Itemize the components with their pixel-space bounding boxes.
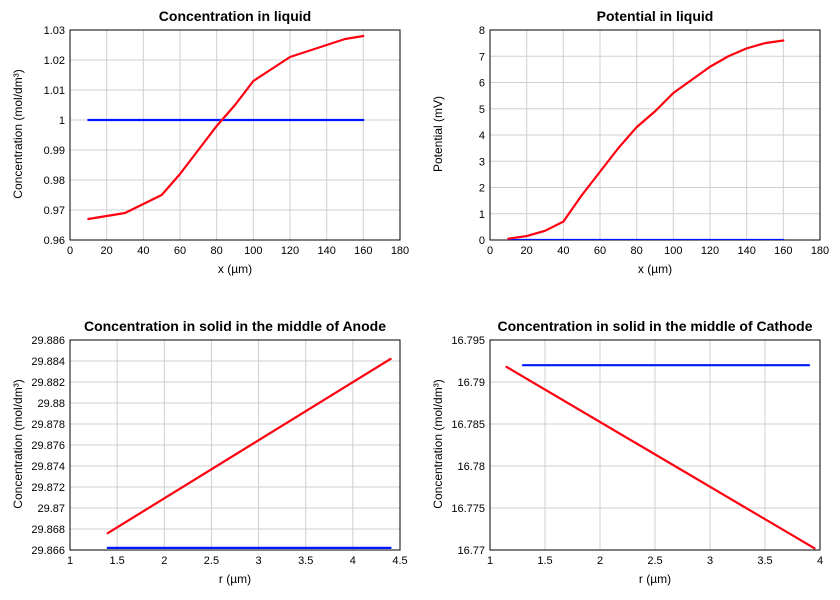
- y-tick-label: 29.874: [31, 461, 65, 473]
- y-tick-label: 29.876: [31, 440, 65, 452]
- x-tick-label: 120: [281, 245, 299, 257]
- x-tick-label: 40: [137, 245, 149, 257]
- x-tick-label: 180: [391, 245, 409, 257]
- x-tick-label: 40: [557, 245, 569, 257]
- y-tick-label: 16.79: [457, 377, 485, 389]
- x-tick-label: 2: [597, 555, 603, 567]
- y-tick-label: 29.866: [31, 545, 65, 557]
- y-tick-label: 7: [479, 51, 485, 63]
- x-tick-label: 1.5: [537, 555, 552, 567]
- plot-area: 020406080100120140160180012345678: [490, 30, 820, 240]
- y-axis-label: Concentration (mol/dm³): [11, 339, 25, 549]
- y-tick-label: 3: [479, 156, 485, 168]
- y-tick-label: 8: [479, 25, 485, 37]
- x-tick-label: 4: [817, 555, 823, 567]
- panel-title: Potential in liquid: [490, 8, 820, 24]
- y-tick-label: 29.87: [37, 503, 65, 515]
- y-axis-label: Concentration (mol/dm³): [11, 29, 25, 239]
- y-tick-label: 16.78: [457, 461, 485, 473]
- y-tick-label: 16.775: [451, 503, 485, 515]
- plot-area: 11.522.533.544.529.86629.86829.8729.8722…: [70, 340, 400, 550]
- y-tick-label: 29.886: [31, 335, 65, 347]
- x-tick-label: 60: [594, 245, 606, 257]
- y-tick-label: 16.795: [451, 335, 485, 347]
- panel-tl: Concentration in liquidx (µm)Concentrati…: [70, 30, 400, 240]
- x-axis-label: r (µm): [70, 572, 400, 586]
- x-tick-label: 3.5: [757, 555, 772, 567]
- x-tick-label: 100: [664, 245, 682, 257]
- y-axis-label: Potential (mV): [431, 29, 445, 239]
- x-tick-label: 2.5: [204, 555, 219, 567]
- series-red: [108, 359, 391, 533]
- x-tick-label: 20: [101, 245, 113, 257]
- panel-title: Concentration in liquid: [70, 8, 400, 24]
- plot-area: 11.522.533.5416.7716.77516.7816.78516.79…: [490, 340, 820, 550]
- x-tick-label: 0: [67, 245, 73, 257]
- y-tick-label: 1: [59, 115, 65, 127]
- x-tick-label: 20: [521, 245, 533, 257]
- x-tick-label: 160: [354, 245, 372, 257]
- x-tick-label: 180: [811, 245, 829, 257]
- y-tick-label: 0.98: [44, 175, 65, 187]
- x-tick-label: 1: [487, 555, 493, 567]
- x-tick-label: 80: [631, 245, 643, 257]
- series-red: [508, 41, 783, 239]
- panel-br: Concentration in solid in the middle of …: [490, 340, 820, 550]
- y-tick-label: 1.01: [44, 85, 65, 97]
- y-tick-label: 0: [479, 235, 485, 247]
- plot-area: 0204060801001201401601800.960.970.980.99…: [70, 30, 400, 240]
- x-tick-label: 1.5: [109, 555, 124, 567]
- y-tick-label: 16.785: [451, 419, 485, 431]
- x-tick-label: 120: [701, 245, 719, 257]
- x-tick-label: 160: [774, 245, 792, 257]
- y-tick-label: 29.878: [31, 419, 65, 431]
- x-axis-label: r (µm): [490, 572, 820, 586]
- y-tick-label: 29.882: [31, 377, 65, 389]
- x-tick-label: 140: [317, 245, 335, 257]
- y-tick-label: 0.97: [44, 205, 65, 217]
- panel-title: Concentration in solid in the middle of …: [70, 318, 400, 334]
- y-tick-label: 1.02: [44, 55, 65, 67]
- x-tick-label: 100: [244, 245, 262, 257]
- y-tick-label: 0.96: [44, 235, 65, 247]
- x-tick-label: 3.5: [298, 555, 313, 567]
- x-tick-label: 2: [161, 555, 167, 567]
- chart-grid: Concentration in liquid x (µm) Concentrati…: [0, 0, 840, 600]
- x-axis-label: x (µm): [490, 262, 820, 276]
- x-axis-label: x (µm): [70, 262, 400, 276]
- y-tick-label: 29.872: [31, 482, 65, 494]
- series-red: [507, 367, 815, 548]
- x-tick-label: 4: [350, 555, 356, 567]
- x-tick-label: 3: [707, 555, 713, 567]
- y-tick-label: 29.88: [37, 398, 65, 410]
- y-tick-label: 1: [479, 209, 485, 221]
- x-tick-label: 1: [67, 555, 73, 567]
- x-tick-label: 140: [737, 245, 755, 257]
- y-tick-label: 29.868: [31, 524, 65, 536]
- y-tick-label: 4: [479, 130, 485, 142]
- y-axis-label: Concentration (mol/dm³): [431, 339, 445, 549]
- y-tick-label: 29.884: [31, 356, 65, 368]
- x-tick-label: 60: [174, 245, 186, 257]
- panel-title: Concentration in solid in the middle of …: [490, 318, 820, 334]
- x-tick-label: 2.5: [647, 555, 662, 567]
- panel-tr: Potential in liquidx (µm)Potential (mV)0…: [490, 30, 820, 240]
- y-tick-label: 2: [479, 183, 485, 195]
- x-tick-label: 80: [211, 245, 223, 257]
- y-tick-label: 16.77: [457, 545, 485, 557]
- x-tick-label: 0: [487, 245, 493, 257]
- panel-bl: Concentration in solid in the middle of …: [70, 340, 400, 550]
- series-red: [88, 36, 363, 219]
- x-tick-label: 4.5: [392, 555, 407, 567]
- y-tick-label: 5: [479, 104, 485, 116]
- y-tick-label: 1.03: [44, 25, 65, 37]
- x-tick-label: 3: [256, 555, 262, 567]
- y-tick-label: 6: [479, 78, 485, 90]
- y-tick-label: 0.99: [44, 145, 65, 157]
